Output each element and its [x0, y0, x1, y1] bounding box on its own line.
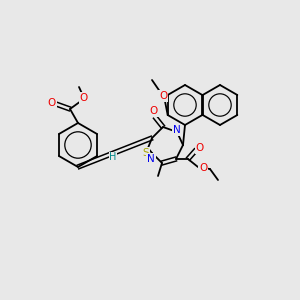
Text: O: O: [150, 106, 158, 116]
Text: N: N: [173, 125, 181, 135]
Text: N: N: [147, 154, 155, 164]
Text: O: O: [159, 91, 167, 101]
Text: O: O: [48, 98, 56, 108]
Text: S: S: [143, 148, 149, 158]
Text: H: H: [109, 152, 117, 163]
Text: O: O: [199, 163, 207, 173]
Text: O: O: [196, 143, 204, 153]
Text: O: O: [80, 93, 88, 103]
